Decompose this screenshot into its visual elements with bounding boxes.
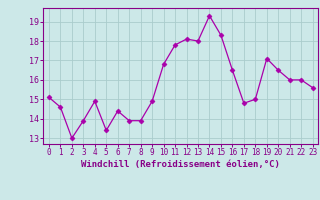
X-axis label: Windchill (Refroidissement éolien,°C): Windchill (Refroidissement éolien,°C)	[81, 160, 280, 169]
